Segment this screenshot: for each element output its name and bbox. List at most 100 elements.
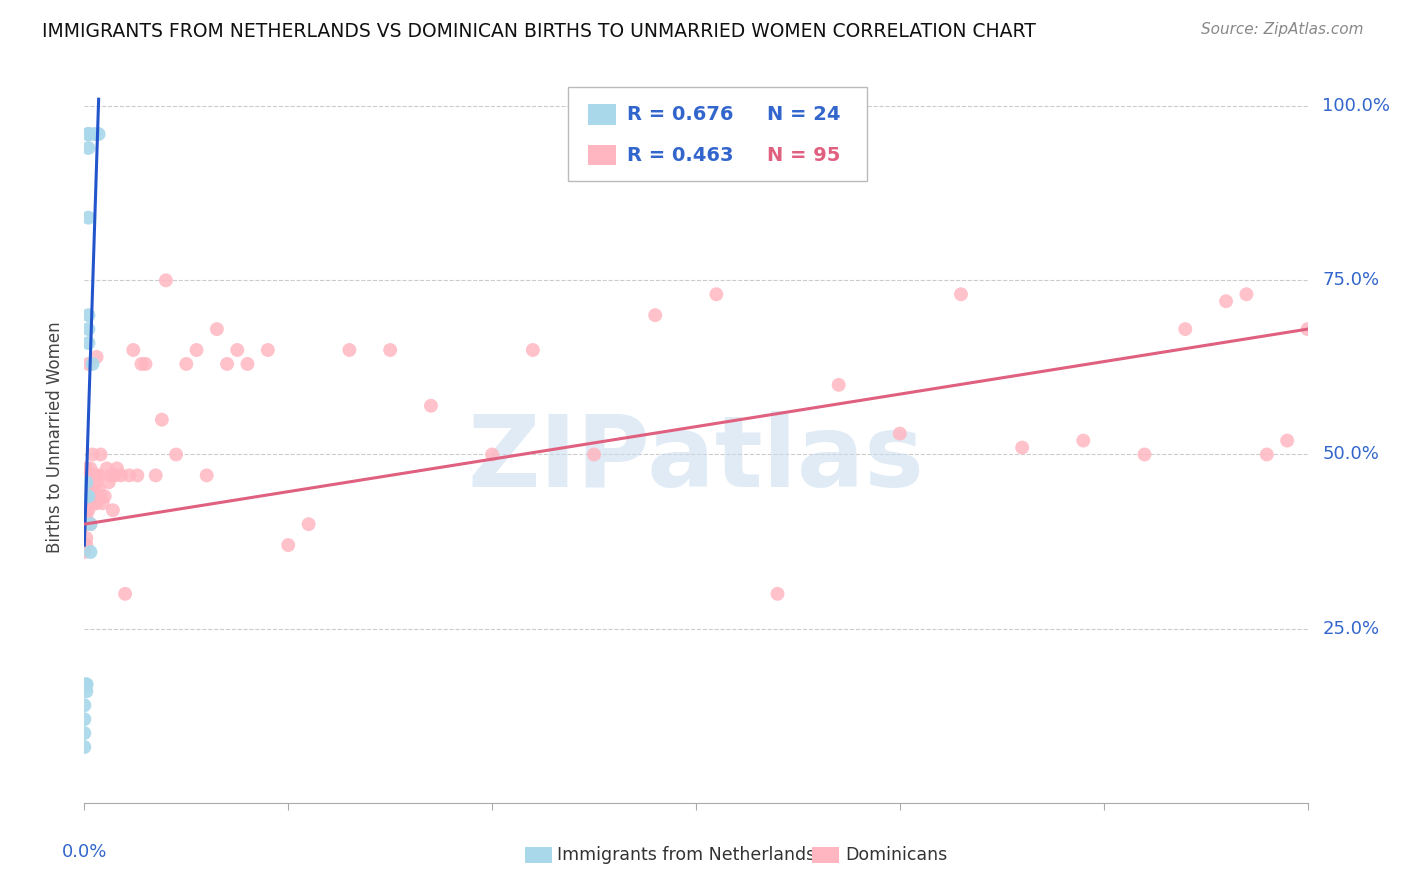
Point [86,350,108,364]
Point [155,273,177,287]
Y-axis label: Births to Unmarried Women: Births to Unmarried Women [45,321,63,553]
Point [87,468,110,483]
Point [77,357,100,371]
Text: N = 95: N = 95 [766,145,841,165]
Text: ZIPatlas: ZIPatlas [468,410,924,508]
Text: IMMIGRANTS FROM NETHERLANDS VS DOMINICAN BIRTHS TO UNMARRIED WOMEN CORRELATION C: IMMIGRANTS FROM NETHERLANDS VS DOMINICAN… [42,22,1036,41]
Point [380,343,402,357]
Point [73,475,96,490]
Point [73,468,96,483]
Point [77,489,100,503]
Text: 25.0%: 25.0% [1322,620,1379,638]
Point [73,740,96,755]
Point [86,496,108,510]
Text: Immigrants from Netherlands: Immigrants from Netherlands [557,846,814,863]
Point [75,677,97,691]
Point [150,412,173,426]
Point [75,538,97,552]
Point [83,468,105,483]
Point [77,503,100,517]
Point [82,496,104,510]
Point [1133,448,1156,462]
Text: 75.0%: 75.0% [1322,271,1379,289]
Point [75,489,97,503]
Point [75,489,97,503]
Point [195,468,218,483]
Point [83,496,105,510]
Point [73,489,96,503]
Point [73,483,96,497]
Point [79,517,101,532]
Point [75,684,97,698]
Point [73,545,96,559]
Point [522,343,544,357]
Point [79,545,101,559]
Point [79,489,101,503]
Point [73,503,96,517]
Point [174,357,197,371]
Point [90,489,112,503]
Point [420,399,443,413]
Point [226,343,249,357]
Point [75,475,97,490]
Point [889,426,911,441]
Point [77,489,100,503]
Point [950,287,973,301]
Point [481,448,503,462]
Point [1296,322,1319,336]
Point [77,141,100,155]
Point [77,211,100,225]
Point [766,587,789,601]
Point [86,475,108,490]
Point [104,468,127,483]
Text: 0.0%: 0.0% [62,843,107,861]
Point [93,489,115,503]
Point [1174,322,1197,336]
Point [101,503,124,517]
Point [75,475,97,490]
Point [79,517,101,532]
Point [1215,294,1237,309]
Bar [813,847,839,863]
Point [277,538,299,552]
Point [91,496,114,510]
Point [79,461,101,475]
Point [110,468,132,483]
Point [86,468,108,483]
Point [73,475,96,490]
Point [1277,434,1299,448]
Point [77,468,100,483]
Point [87,483,110,497]
Point [82,448,104,462]
Point [186,343,208,357]
Point [1011,441,1033,455]
Point [706,287,728,301]
Point [73,698,96,713]
Point [1236,287,1258,301]
Text: 50.0%: 50.0% [1322,445,1379,464]
Point [73,517,96,532]
Point [73,726,96,740]
Point [145,468,167,483]
Point [236,357,259,371]
Point [82,483,104,497]
Point [583,448,606,462]
Point [77,127,100,141]
Point [75,475,97,490]
Point [114,587,136,601]
Point [96,461,118,475]
Point [298,517,321,532]
Point [1073,434,1095,448]
Text: 100.0%: 100.0% [1322,97,1391,115]
Point [205,322,228,336]
Point [77,127,100,141]
Point [1256,448,1278,462]
Bar [524,847,551,863]
Point [339,343,361,357]
Point [75,531,97,545]
Point [83,127,105,141]
Point [73,510,96,524]
Point [73,538,96,552]
Bar [588,145,616,165]
Point [73,489,96,503]
